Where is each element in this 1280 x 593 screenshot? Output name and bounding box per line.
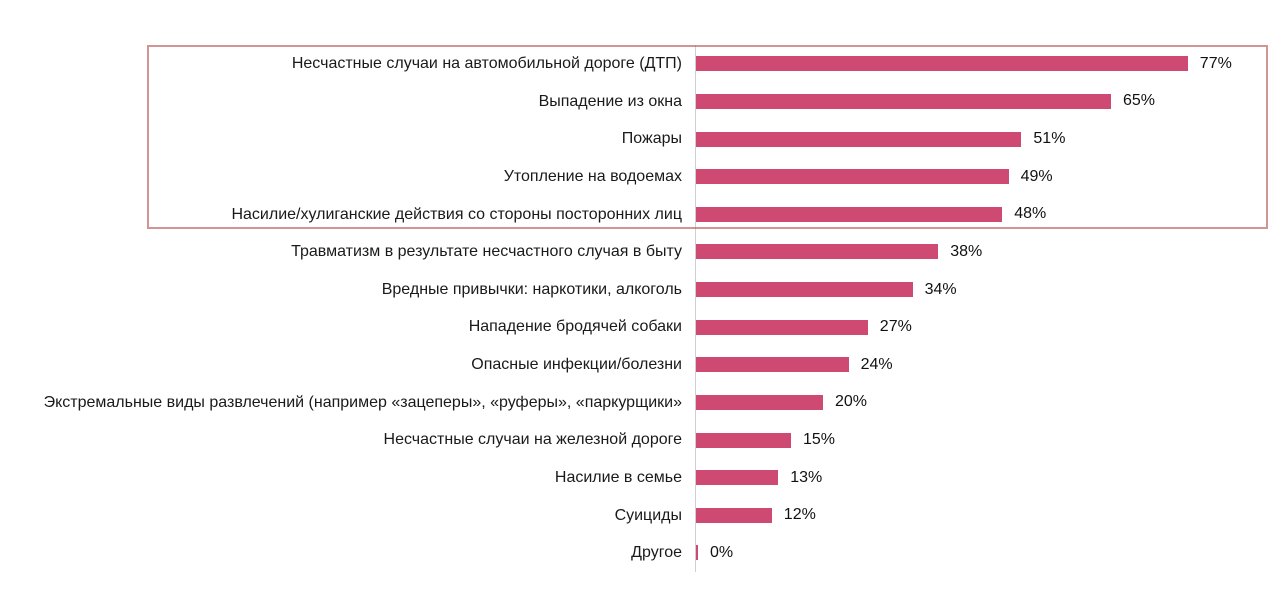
category-label: Насилие/хулиганские действия со стороны … bbox=[231, 205, 682, 223]
value-label: 20% bbox=[835, 393, 868, 411]
value-label: 51% bbox=[1033, 130, 1066, 148]
bar bbox=[695, 432, 791, 448]
chart-row: Экстремальные виды развлечений (например… bbox=[0, 384, 1280, 422]
category-label: Экстремальные виды развлечений (например… bbox=[43, 393, 682, 411]
bar-zone: 24% bbox=[695, 346, 1280, 384]
value-label: 34% bbox=[924, 280, 957, 298]
category-label: Опасные инфекции/болезни bbox=[471, 356, 682, 374]
bar bbox=[695, 93, 1111, 109]
category-label: Нападение бродячей собаки bbox=[468, 318, 682, 336]
value-label: 12% bbox=[783, 506, 816, 524]
category-label: Утопление на водоемах bbox=[503, 167, 682, 185]
value-label: 65% bbox=[1123, 92, 1156, 110]
category-label: Другое bbox=[631, 544, 682, 562]
chart-row: Насилие/хулиганские действия со стороны … bbox=[0, 196, 1280, 234]
chart-row: Пожары 51% bbox=[0, 120, 1280, 158]
bar-zone: 51% bbox=[695, 120, 1280, 158]
category-label: Насилие в семье bbox=[554, 468, 682, 486]
bar-zone: 27% bbox=[695, 308, 1280, 346]
bar-zone: 65% bbox=[695, 83, 1280, 121]
chart-rows: Несчастные случаи на автомобильной дорог… bbox=[0, 45, 1280, 572]
chart-row: Выпадение из окна 65% bbox=[0, 83, 1280, 121]
chart-row: Насилие в семье 13% bbox=[0, 459, 1280, 497]
value-label: 49% bbox=[1020, 167, 1053, 185]
bar-zone: 12% bbox=[695, 497, 1280, 535]
bar-zone: 15% bbox=[695, 421, 1280, 459]
category-label: Несчастные случаи на автомобильной дорог… bbox=[291, 55, 682, 73]
bar bbox=[695, 282, 913, 298]
bar bbox=[695, 545, 698, 561]
bar bbox=[695, 206, 1003, 222]
chart-row: Опасные инфекции/болезни 24% bbox=[0, 346, 1280, 384]
chart-row: Нападение бродячей собаки 27% bbox=[0, 308, 1280, 346]
bar bbox=[695, 56, 1188, 72]
chart-row: Утопление на водоемах 49% bbox=[0, 158, 1280, 196]
category-label: Суициды bbox=[614, 506, 682, 524]
bar-zone: 13% bbox=[695, 459, 1280, 497]
bar bbox=[695, 357, 849, 373]
category-label: Несчастные случаи на железной дороге bbox=[383, 431, 682, 449]
chart-row: Несчастные случаи на железной дороге 15% bbox=[0, 421, 1280, 459]
bar-zone: 0% bbox=[695, 534, 1280, 572]
category-label: Вредные привычки: наркотики, алкоголь bbox=[381, 280, 682, 298]
bar bbox=[695, 507, 772, 523]
bar-zone: 49% bbox=[695, 158, 1280, 196]
value-label: 13% bbox=[790, 468, 823, 486]
chart-row: Травматизм в результате несчастного случ… bbox=[0, 233, 1280, 271]
category-label: Травматизм в результате несчастного случ… bbox=[291, 243, 682, 261]
chart-row: Вредные привычки: наркотики, алкоголь 34% bbox=[0, 271, 1280, 309]
bar-zone: 34% bbox=[695, 271, 1280, 309]
bar-zone: 48% bbox=[695, 196, 1280, 234]
bar bbox=[695, 394, 823, 410]
y-axis-line bbox=[695, 45, 696, 572]
bar-zone: 38% bbox=[695, 233, 1280, 271]
category-label: Пожары bbox=[621, 130, 682, 148]
bar bbox=[695, 131, 1022, 147]
value-label: 48% bbox=[1014, 205, 1047, 223]
category-label: Выпадение из окна bbox=[538, 92, 682, 110]
value-label: 24% bbox=[860, 355, 893, 373]
chart-row: Несчастные случаи на автомобильной дорог… bbox=[0, 45, 1280, 83]
bar bbox=[695, 169, 1009, 185]
bar-zone: 77% bbox=[695, 45, 1280, 83]
bar-zone: 20% bbox=[695, 384, 1280, 422]
bar bbox=[695, 470, 779, 486]
value-label: 0% bbox=[710, 543, 734, 561]
value-label: 27% bbox=[879, 318, 912, 336]
chart-row: Суициды 12% bbox=[0, 497, 1280, 535]
chart-row: Другое 0% bbox=[0, 534, 1280, 572]
value-label: 77% bbox=[1199, 54, 1232, 72]
bar bbox=[695, 244, 939, 260]
value-label: 38% bbox=[950, 242, 983, 260]
bar bbox=[695, 319, 868, 335]
value-label: 15% bbox=[803, 431, 836, 449]
